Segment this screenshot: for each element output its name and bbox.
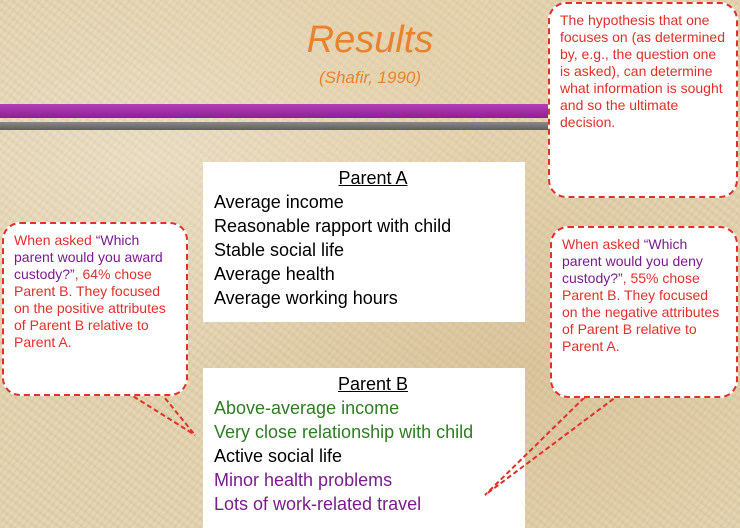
parent-a-attribute: Average working hours — [214, 288, 398, 308]
decorative-gray-bar — [0, 122, 560, 130]
parent-b-attribute-list: Above-average income Very close relation… — [203, 396, 525, 516]
parent-b-attribute-neutral: Active social life — [214, 446, 343, 466]
parent-a-attribute: Average income — [214, 192, 344, 212]
callout-hypothesis: The hypothesis that one focuses on (as d… — [548, 2, 738, 198]
parent-b-heading: Parent B — [337, 374, 409, 394]
parent-a-attribute-list: Average income Reasonable rapport with c… — [203, 190, 525, 310]
callout-hypothesis-text: The hypothesis that one focuses on (as d… — [560, 12, 725, 130]
parent-a-heading: Parent A — [338, 168, 408, 188]
parent-b-attribute-positive: Above-average income — [214, 398, 400, 418]
slide-citation: (Shafir, 1990) — [318, 68, 422, 87]
parent-b-attribute-negative: Lots of work-related travel — [214, 494, 422, 514]
callout-award-custody: When asked “Which parent would you award… — [2, 222, 188, 396]
parent-a-attribute: Average health — [214, 264, 335, 284]
parent-b-box: Parent B Above-average income Very close… — [203, 368, 525, 528]
parent-b-attribute-positive: Very close relationship with child — [214, 422, 474, 442]
callout-deny-rest: , 55% chose Parent B. They focused on th… — [562, 270, 720, 354]
parent-a-attribute: Reasonable rapport with child — [214, 216, 452, 236]
slide-title: Results — [306, 19, 434, 61]
callout-deny-prefix: When asked — [562, 236, 644, 252]
decorative-purple-bar — [0, 104, 560, 118]
parent-a-attribute: Stable social life — [214, 240, 345, 260]
parent-a-box: Parent A Average income Reasonable rappo… — [203, 162, 525, 322]
callout-deny-custody: When asked “Which parent would you deny … — [550, 226, 738, 398]
callout-deny-question: “Which parent would you deny custody?” — [562, 236, 703, 286]
callout-award-rest: , 64% chose Parent B. They focused on th… — [14, 266, 166, 350]
parent-b-attribute-negative: Minor health problems — [214, 470, 393, 490]
callout-award-question: “Which parent would you award custody?” — [14, 232, 163, 282]
callout-award-prefix: When asked — [14, 232, 96, 248]
callout-left-pointer — [159, 391, 196, 436]
